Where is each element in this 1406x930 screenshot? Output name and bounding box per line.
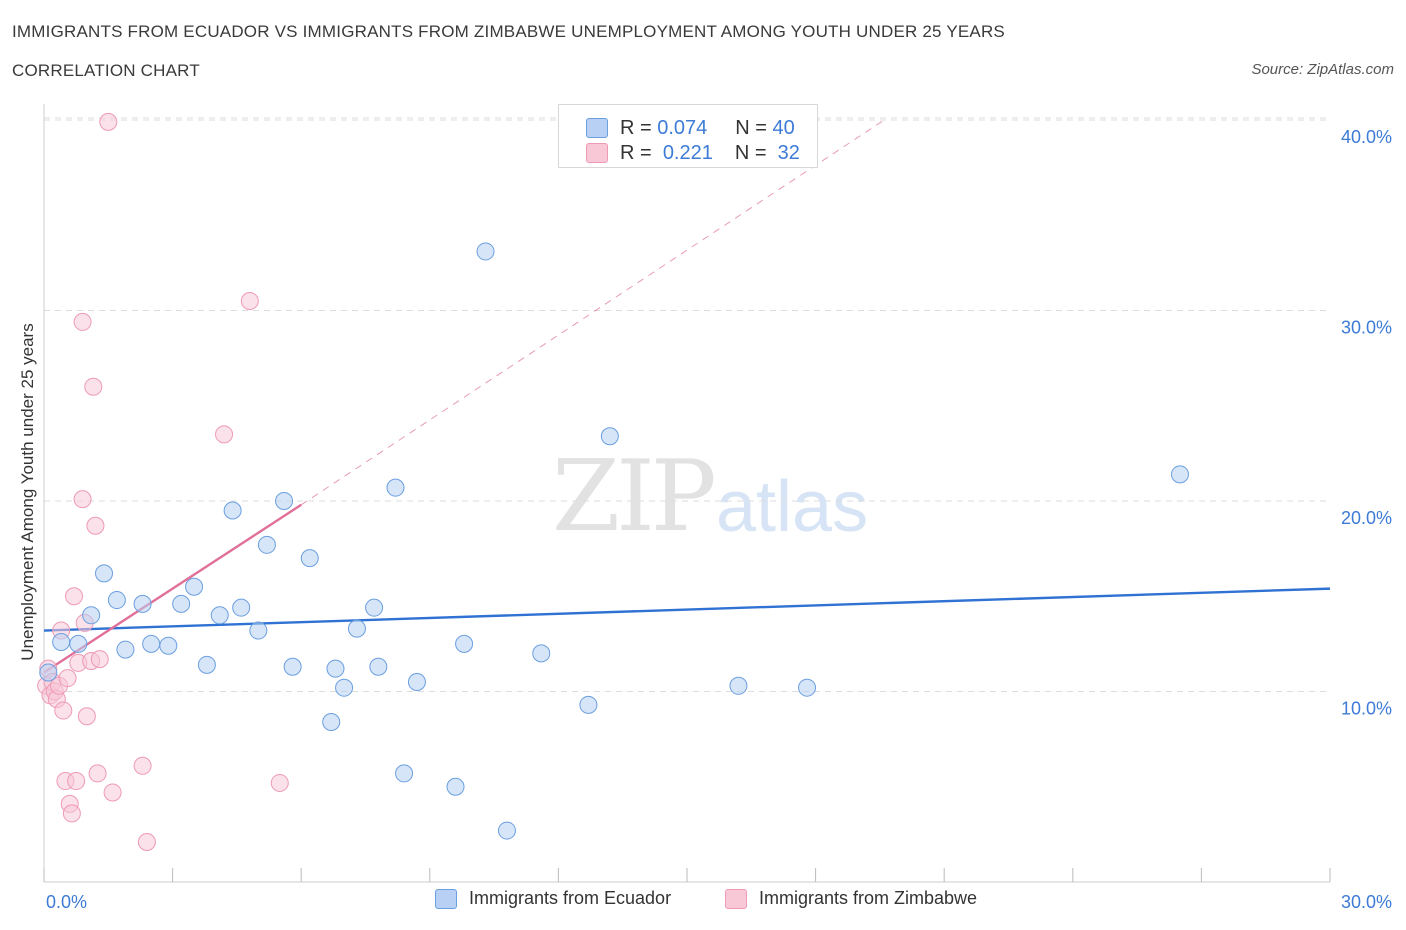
zimbabwe-points <box>37 112 289 851</box>
watermark-zip: ZIP <box>552 440 717 554</box>
zimbabwe-point <box>240 291 259 310</box>
ecuador-point <box>223 501 242 520</box>
legend-zimbabwe-n-label: N = <box>734 141 767 164</box>
zimbabwe-point <box>67 772 86 791</box>
ecuador-point <box>172 594 191 613</box>
chart-subtitle: CORRELATION CHART <box>12 61 200 80</box>
ecuador-point <box>326 659 345 678</box>
ecuador-point <box>249 621 268 640</box>
zimbabwe-point <box>73 490 92 509</box>
ecuador-point <box>185 577 204 596</box>
bottom-ecuador-label: Immigrants from Ecuador <box>469 888 672 908</box>
zimbabwe-point <box>73 312 92 331</box>
zimbabwe-point <box>65 587 84 606</box>
y-axis-label: Unemployment Among Youth under 25 years <box>18 323 37 661</box>
legend-ecuador-n-value: 40 <box>772 116 795 139</box>
ecuador-point <box>283 657 302 676</box>
zimbabwe-point <box>133 756 152 775</box>
ecuador-point <box>532 644 551 663</box>
ecuador-point <box>142 634 161 653</box>
zimbabwe-point <box>215 425 234 444</box>
legend-zimbabwe-r-label: R = <box>620 141 652 164</box>
ecuador-point <box>210 606 229 625</box>
ecuador-point <box>1170 465 1189 484</box>
zimbabwe-point <box>270 773 289 792</box>
ecuador-point <box>347 619 366 638</box>
ecuador-point <box>116 640 135 659</box>
zimbabwe-point <box>84 377 103 396</box>
ecuador-swatch <box>586 118 608 138</box>
legend-zimbabwe-r-value: 0.221 <box>662 141 713 164</box>
ecuador-point <box>455 634 474 653</box>
bottom-zimbabwe-swatch <box>725 888 747 909</box>
ecuador-point <box>365 598 384 617</box>
legend-row-zimbabwe: R = 0.221 N = 32 <box>586 141 800 165</box>
tick-labels: 10.0% 20.0% 30.0% 40.0% 0.0% 30.0% <box>46 127 1392 912</box>
zimbabwe-point <box>99 112 118 131</box>
ecuador-point <box>95 564 114 583</box>
ecuador-point <box>133 594 152 613</box>
legend-zimbabwe-n-value: 32 <box>777 141 800 164</box>
zimbabwe-point <box>77 707 96 726</box>
zimbabwe-point <box>103 783 122 802</box>
chart-title: IMMIGRANTS FROM ECUADOR VS IMMIGRANTS FR… <box>12 22 1005 41</box>
ecuador-point <box>579 695 598 714</box>
trendlines <box>43 119 1331 674</box>
zimbabwe-point <box>54 701 73 720</box>
ecuador-point <box>476 242 495 261</box>
ecuador-point <box>369 657 388 676</box>
zimbabwe-trendline-extension <box>300 119 885 506</box>
bottom-zimbabwe-label: Immigrants from Zimbabwe <box>759 888 978 908</box>
x-tick-label-min: 0.0% <box>46 892 87 912</box>
x-tick-label-max: 30.0% <box>1341 892 1392 912</box>
bottom-legend-zimbabwe: Immigrants from Zimbabwe <box>725 888 977 909</box>
ecuador-point <box>82 606 101 625</box>
ecuador-point <box>497 821 516 840</box>
ecuador-point <box>407 672 426 691</box>
ecuador-point <box>322 712 341 731</box>
ecuador-point <box>386 478 405 497</box>
zimbabwe-swatch <box>586 143 608 163</box>
zimbabwe-point <box>86 516 105 535</box>
zimbabwe-point <box>88 764 107 783</box>
axes <box>43 104 1331 883</box>
ecuador-point <box>52 632 71 651</box>
legend-row-ecuador: R = 0.074 N = 40 <box>586 116 795 140</box>
ecuador-point <box>107 591 126 610</box>
ecuador-point <box>798 678 817 697</box>
watermark-atlas: atlas <box>716 467 869 547</box>
ecuador-point <box>335 678 354 697</box>
legend-ecuador-n-label: N = <box>735 116 767 139</box>
source-label: Source: ZipAtlas.com <box>1251 61 1394 78</box>
ecuador-points <box>39 242 1189 840</box>
zimbabwe-point <box>62 804 81 823</box>
zimbabwe-point <box>137 832 156 851</box>
bottom-legend-ecuador: Immigrants from Ecuador <box>435 888 671 909</box>
ecuador-point <box>257 535 276 554</box>
ecuador-point <box>232 598 251 617</box>
ecuador-point <box>600 427 619 446</box>
ecuador-point <box>39 663 58 682</box>
ecuador-point <box>729 676 748 695</box>
y-tick-label: 10.0% <box>1341 699 1392 719</box>
correlation-legend: R = 0.074 N = 40 R = 0.221 N = 32 <box>558 104 818 168</box>
ecuador-point <box>159 636 178 655</box>
ecuador-point <box>395 764 414 783</box>
y-tick-label: 30.0% <box>1341 318 1392 338</box>
zimbabwe-point <box>90 650 109 669</box>
zimbabwe-point <box>58 669 77 688</box>
legend-ecuador-r-value: 0.074 <box>657 116 708 139</box>
legend-ecuador-r-label: R = <box>620 116 652 139</box>
ecuador-point <box>197 655 216 674</box>
ecuador-point <box>446 777 465 796</box>
y-tick-label: 40.0% <box>1341 127 1392 147</box>
ecuador-point <box>275 492 294 510</box>
bottom-ecuador-swatch <box>435 888 457 909</box>
ecuador-point <box>69 634 88 653</box>
ecuador-point <box>300 549 319 568</box>
y-tick-label: 20.0% <box>1341 508 1392 528</box>
